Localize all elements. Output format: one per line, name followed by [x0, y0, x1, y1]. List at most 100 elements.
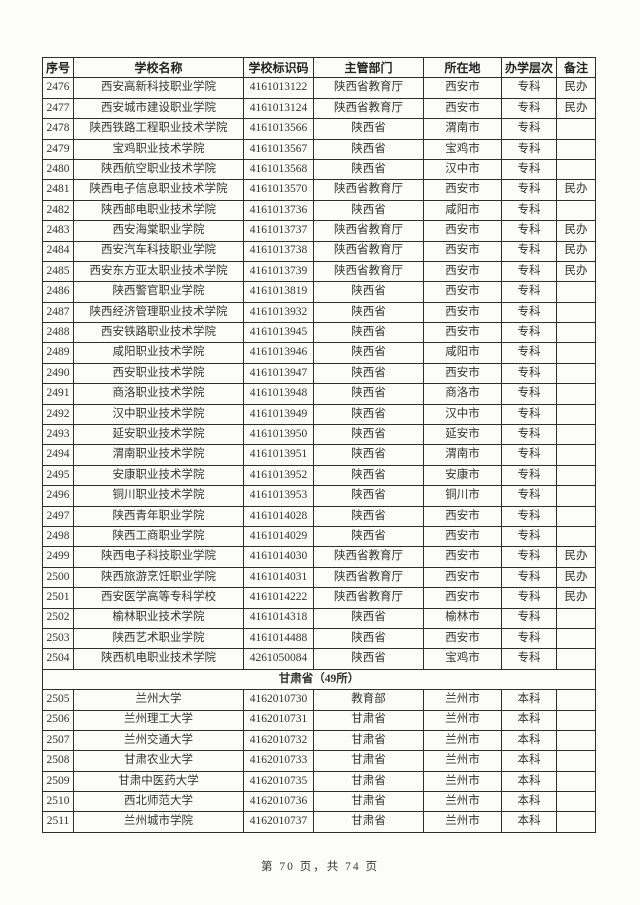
cell-biaoshima: 4162010731: [243, 709, 314, 731]
cell-suozaidi: 兰州市: [423, 709, 502, 731]
cell-mingcheng: 西安医学高等专科学校: [73, 587, 244, 609]
cell-cengci: 专科: [501, 566, 557, 589]
cell-suozaidi: 西安市: [423, 505, 502, 527]
cell-cengci: 专科: [501, 77, 557, 99]
table-row: 2501 西安医学高等专科学校 4161014222 陕西省教育厅 西安市 专科 民办: [42, 587, 596, 609]
cell-biaoshima: 4162010737: [243, 811, 314, 833]
table-row: 2484 西安汽车科技职业学院 4161013738 陕西省教育厅 西安市 专科 民办: [42, 240, 596, 262]
cell-zhuguan: 陕西省: [313, 158, 424, 181]
cell-beizhu: [556, 811, 596, 833]
cell-xuhao: 2497: [42, 505, 74, 527]
cell-suozaidi: 兰州市: [423, 750, 502, 772]
cell-beizhu: [556, 729, 596, 752]
cell-xuhao: 2488: [42, 322, 74, 344]
cell-cengci: 本科: [501, 689, 557, 711]
cell-zhuguan: 陕西省: [313, 199, 424, 222]
cell-biaoshima: 4161014028: [243, 505, 314, 527]
cell-zhuguan: 陕西省: [313, 648, 424, 670]
table-row: 2499 陕西电子科技职业学院 4161014030 陕西省教育厅 西安市 专科 民办: [42, 546, 596, 568]
cell-mingcheng: 商洛职业技术学院: [73, 383, 244, 405]
cell-zhuguan: 甘肃省: [313, 811, 424, 833]
cell-zhuguan: 甘肃省: [313, 770, 424, 793]
cell-suozaidi: 咸阳市: [423, 342, 502, 364]
cell-xuhao: 2508: [42, 750, 74, 772]
cell-mingcheng: 西安铁路职业技术学院: [73, 322, 244, 344]
cell-xuhao: 2489: [42, 342, 74, 364]
cell-xuhao: 2507: [42, 729, 74, 752]
cell-zhuguan: 陕西省教育厅: [313, 77, 424, 99]
cell-mingcheng: 西安高新科技职业学院: [73, 77, 244, 99]
cell-biaoshima: 4161013737: [243, 220, 314, 242]
cell-biaoshima: 4161014488: [243, 627, 314, 650]
cell-xuhao: 2506: [42, 709, 74, 731]
cell-suozaidi: 西安市: [423, 179, 502, 201]
table-row: 2476 西安高新科技职业学院 4161013122 陕西省教育厅 西安市 专科 民办: [42, 77, 596, 99]
cell-xuhao: 2481: [42, 179, 74, 201]
table-row: 2508 甘肃农业大学 4162010733 甘肃省 兰州市 本科: [42, 750, 596, 772]
cell-biaoshima: 4161013949: [243, 403, 314, 426]
cell-xuhao: 2479: [42, 138, 74, 160]
page-number-footer: 第 70 页，共 74 页: [261, 861, 379, 873]
cell-biaoshima: 4261050084: [243, 648, 314, 670]
cell-zhuguan: 陕西省教育厅: [313, 587, 424, 609]
cell-suozaidi: 汉中市: [423, 403, 502, 426]
cell-suozaidi: 西安市: [423, 627, 502, 650]
cell-xuhao: 2483: [42, 220, 74, 242]
cell-suozaidi: 汉中市: [423, 158, 502, 181]
cell-cengci: 专科: [501, 97, 557, 120]
table-row: 2510 西北师范大学 4162010736 甘肃省 兰州市 本科: [42, 791, 596, 813]
cell-xuhao: 2478: [42, 118, 74, 140]
cell-mingcheng: 陕西电子信息职业技术学院: [73, 179, 244, 201]
cell-zhuguan: 陕西省: [313, 322, 424, 344]
cell-cengci: 专科: [501, 342, 557, 364]
cell-beizhu: [556, 342, 596, 364]
cell-biaoshima: 4161013124: [243, 97, 314, 120]
cell-suozaidi: 西安市: [423, 362, 502, 385]
cell-zhuguan: 陕西省: [313, 505, 424, 527]
cell-mingcheng: 陕西铁路工程职业技术学院: [73, 118, 244, 140]
cell-mingcheng: 陕西航空职业技术学院: [73, 158, 244, 181]
table-row: 2505 兰州大学 4162010730 教育部 兰州市 本科: [42, 689, 596, 711]
cell-zhuguan: 陕西省: [313, 607, 424, 629]
cell-mingcheng: 陕西电子科技职业学院: [73, 546, 244, 568]
cell-xuhao: 2482: [42, 199, 74, 222]
cell-zhuguan: 陕西省: [313, 403, 424, 426]
cell-cengci: 专科: [501, 138, 557, 160]
cell-cengci: 专科: [501, 464, 557, 487]
cell-biaoshima: 4161013947: [243, 362, 314, 385]
table-body: 2476 西安高新科技职业学院 4161013122 陕西省教育厅 西安市 专科 民办 247…: [42, 77, 596, 833]
cell-mingcheng: 西安汽车科技职业学院: [73, 240, 244, 262]
cell-mingcheng: 陕西机电职业技术学院: [73, 648, 244, 670]
cell-mingcheng: 陕西邮电职业技术学院: [73, 199, 244, 222]
cell-zhuguan: 陕西省: [313, 118, 424, 140]
cell-zhuguan: 陕西省: [313, 383, 424, 405]
cell-beizhu: [556, 791, 596, 813]
table-row: 2502 榆林职业技术学院 4161014318 陕西省 榆林市 专科: [42, 607, 596, 629]
cell-cengci: 专科: [501, 383, 557, 405]
cell-beizhu: [556, 505, 596, 527]
cell-beizhu: [556, 648, 596, 670]
cell-beizhu: [556, 689, 596, 711]
cell-biaoshima: 4161013946: [243, 342, 314, 364]
cell-suozaidi: 西安市: [423, 97, 502, 120]
cell-beizhu: [556, 750, 596, 772]
cell-mingcheng: 榆林职业技术学院: [73, 607, 244, 629]
cell-mingcheng: 陕西工商职业学院: [73, 525, 244, 548]
cell-mingcheng: 汉中职业技术学院: [73, 403, 244, 426]
cell-biaoshima: 4161013736: [243, 199, 314, 222]
cell-beizhu: [556, 118, 596, 140]
cell-zhuguan: 教育部: [313, 689, 424, 711]
cell-beizhu: [556, 424, 596, 446]
cell-beizhu: [556, 199, 596, 222]
cell-suozaidi: 咸阳市: [423, 199, 502, 222]
cell-biaoshima: 4161013950: [243, 424, 314, 446]
cell-suozaidi: 西安市: [423, 322, 502, 344]
cell-cengci: 专科: [501, 322, 557, 344]
cell-mingcheng: 安康职业技术学院: [73, 464, 244, 487]
cell-zhuguan: 陕西省: [313, 301, 424, 324]
cell-cengci: 专科: [501, 444, 557, 466]
table-row: 2492 汉中职业技术学院 4161013949 陕西省 汉中市 专科: [42, 403, 596, 426]
cell-xuhao: 2487: [42, 301, 74, 324]
cell-biaoshima: 4162010736: [243, 791, 314, 813]
cell-beizhu: [556, 444, 596, 466]
